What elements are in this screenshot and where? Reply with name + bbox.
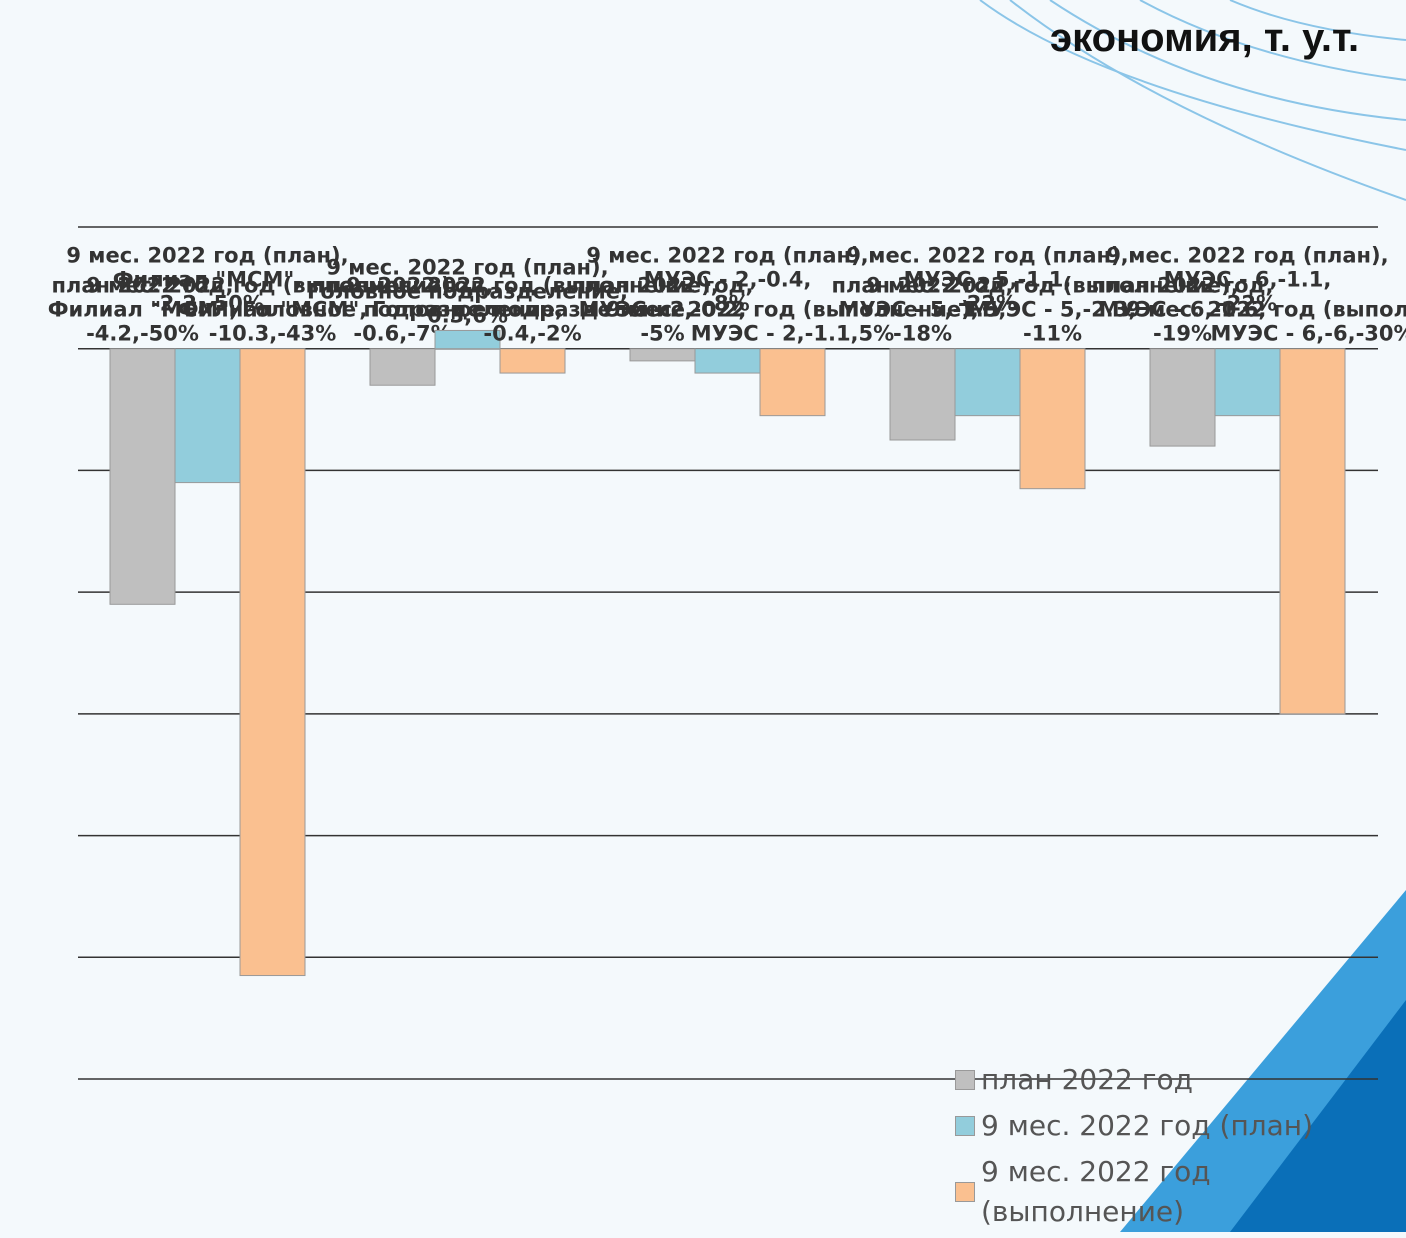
data-label: 9 мес. 2022 год (выполнение), Филиал "МСМ… — [86, 274, 458, 346]
data-label: 9 мес. 2022 год (выполнение), Головное по… — [346, 274, 718, 346]
data-label: 9 мес. 2022 год (выполнение), МУЭС - 5,-2… — [866, 274, 1238, 346]
data-label: план 2022 год, Филиал "МСМ", -4.2,-50% — [48, 274, 238, 346]
legend-label: 9 мес. 2022 год (выполнение) — [981, 1155, 1211, 1228]
data-label: 9 мес. 2022 год (план), МУЭС - 6,-1.1, -22… — [1106, 244, 1388, 316]
bar — [694, 348, 761, 374]
data-label: 9 мес. 2022 год (план), Головное подразде… — [307, 255, 628, 327]
legend-item: план 2022 год — [955, 1060, 1355, 1100]
data-label: план 2022 год, МУЭС - 5,-1.5, -18% — [832, 274, 1014, 346]
legend-item: 9 мес. 2022 год (выполнение) — [955, 1152, 1355, 1232]
decoration — [979, 0, 1406, 201]
data-label: план 2022 год, МУЭС - 2,-0.2, -5% — [572, 274, 754, 346]
data-label: 9 мес. 2022 год (план), МУЭС - 2,-0.4, -8% — [586, 244, 868, 316]
bar — [629, 348, 696, 362]
legend-swatch — [955, 1070, 975, 1090]
data-label: 9 мес. 2022 год (план), Филиал "МСМ", -2.2… — [66, 244, 348, 316]
bar — [174, 348, 241, 484]
bar — [499, 348, 566, 374]
bar — [1019, 348, 1086, 490]
decoration — [1230, 1000, 1406, 1232]
bar — [1149, 348, 1216, 447]
bar — [434, 329, 501, 350]
data-label: 9 мес. 2022 год (выполнение), МУЭС - 2,-1… — [606, 298, 978, 346]
bar — [109, 348, 176, 605]
data-label: 9 мес. 2022 год (выполнение),МУЭС - 6,-6… — [1126, 298, 1406, 346]
bar — [954, 348, 1021, 417]
data-label: 9 мес. 2022 год (план), МУЭС - 5,-1.1, -22… — [846, 244, 1128, 316]
chart-title: экономия, т. у.т. — [1050, 16, 1360, 60]
bar — [1279, 348, 1346, 715]
bar — [759, 348, 826, 417]
bar — [889, 348, 956, 441]
legend-label: 9 мес. 2022 год (план) — [981, 1109, 1314, 1142]
data-label: план 2022 год, МУЭС - 6,-1.6, -19% — [1092, 274, 1274, 346]
legend-swatch — [955, 1116, 975, 1136]
bar — [1214, 348, 1281, 417]
legend: план 2022 год 9 мес. 2022 год (план) 9 мес… — [955, 1060, 1355, 1238]
legend-item: 9 мес. 2022 год (план) — [955, 1106, 1355, 1146]
legend-swatch — [955, 1182, 975, 1202]
bar — [239, 348, 306, 977]
legend-label: план 2022 год — [981, 1063, 1193, 1096]
bar — [369, 348, 436, 386]
